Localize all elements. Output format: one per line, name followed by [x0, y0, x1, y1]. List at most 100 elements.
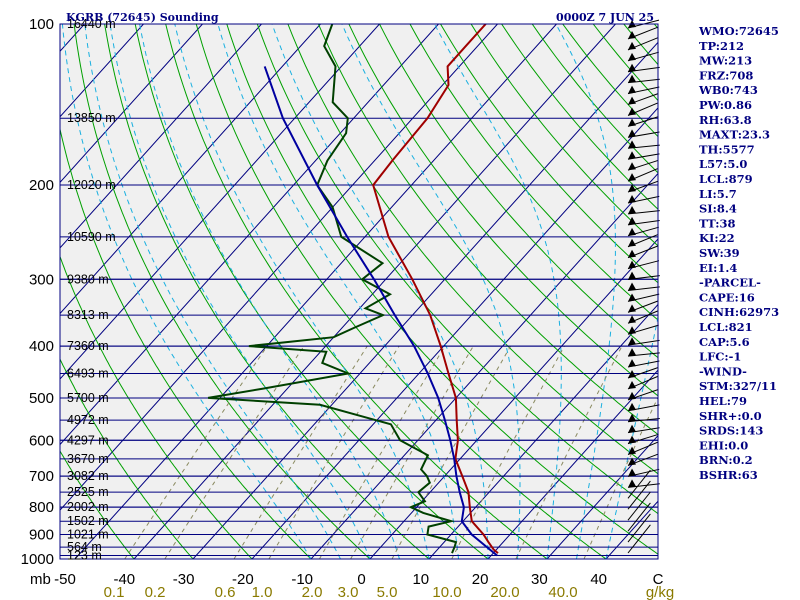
height-label: 12020 m	[67, 178, 116, 192]
sounding-index-label: EHI:0.0	[699, 438, 748, 452]
sounding-index-label: BRN:0.2	[699, 453, 753, 467]
wind-barb-flag	[628, 293, 636, 302]
chart-title: KGRB (72645) Sounding	[66, 11, 219, 24]
height-label: 8313 m	[67, 308, 109, 322]
isotherm-line	[60, 24, 262, 249]
wind-barb-flag	[628, 457, 636, 466]
temperature-tick-label: -40	[113, 571, 135, 588]
wind-barb-flag	[628, 205, 636, 214]
wind-barb-flag	[628, 304, 636, 313]
temperature-tick-label: 40	[590, 571, 607, 588]
temperature-tick-label: -30	[173, 571, 195, 588]
height-label: 1502 m	[67, 514, 109, 528]
sounding-index-label: TP:212	[699, 39, 744, 53]
wind-barb-flag	[628, 74, 636, 83]
pressure-unit-label: mb	[30, 571, 51, 588]
isotherm-line	[60, 24, 498, 511]
dewpoint-profile-line	[207, 24, 458, 554]
wind-barb	[627, 286, 660, 291]
wind-barb	[627, 275, 660, 281]
temperature-tick-label: 0	[357, 571, 365, 588]
height-label: 123 m	[67, 548, 102, 562]
wind-barb-flag	[628, 107, 636, 116]
mixing-ratio-tick-label: g/kg	[646, 584, 674, 600]
wind-barb-flag	[628, 402, 636, 411]
wind-barb-flag	[628, 380, 636, 389]
wind-barb-flag	[628, 184, 636, 193]
wind-barb-flag	[628, 271, 636, 280]
pressure-tick-label: 400	[29, 338, 54, 355]
wind-barb-flag	[628, 391, 636, 400]
mixing-ratio-tick-label: 0.1	[104, 584, 125, 600]
chart-time: 0000Z 7 JUN 25	[556, 11, 654, 24]
wind-barb-flag	[628, 129, 636, 138]
wind-barb-flag	[628, 370, 636, 378]
isotherm-line	[369, 238, 658, 559]
temperature-tick-label: C	[653, 571, 664, 588]
sounding-index-label: PW:0.86	[699, 98, 752, 112]
pressure-tick-label: 900	[29, 527, 54, 544]
wind-barb	[627, 469, 651, 499]
wind-barb	[627, 144, 660, 149]
wind-barb	[627, 491, 651, 521]
isotherm-line	[133, 24, 616, 559]
height-label: 3082 m	[67, 469, 109, 483]
sounding-index-label: LCL:821	[699, 320, 753, 334]
height-label: 9380 m	[67, 272, 109, 286]
wind-barb	[627, 502, 651, 532]
height-label: 564 m	[67, 540, 102, 554]
wind-barb-flag	[628, 85, 636, 94]
wind-barb-flag	[628, 468, 636, 477]
isotherm-line	[60, 24, 203, 184]
wind-barb-flag	[628, 326, 636, 335]
temperature-tick-label: 10	[412, 571, 429, 588]
temperature-tick-label: 20	[472, 571, 489, 588]
mixing-ratio-tick-label: 10.0	[432, 584, 461, 600]
mixing-ratio-tick-label: 1.0	[252, 584, 273, 600]
isotherm-line	[487, 369, 658, 559]
sounding-index-label: -PARCEL-	[699, 276, 761, 290]
parcel-profile-line	[263, 66, 498, 557]
isotherm-line	[60, 24, 144, 118]
height-label: 16440 m	[67, 17, 116, 31]
wind-barb	[627, 78, 660, 84]
sounding-index-label: LFC:-1	[699, 350, 741, 364]
sounding-index-label: STM:327/11	[699, 379, 777, 393]
mixing-ratio-tick-label: 40.0	[548, 584, 577, 600]
plot-background	[60, 24, 658, 559]
wind-barb-flag	[628, 30, 636, 39]
sounding-index-label: FRZ:708	[699, 68, 753, 82]
sounding-index-label: CAPE:16	[699, 290, 755, 304]
sounding-index-label: L57:5.0	[699, 157, 747, 171]
sounding-index-label: RH:63.8	[699, 113, 752, 127]
wind-barb	[627, 210, 660, 215]
wind-barb	[627, 418, 660, 423]
wind-barb-flag	[628, 162, 636, 171]
mixing-ratio-tick-label: 20.0	[490, 584, 519, 600]
wind-barb-flag	[628, 479, 636, 488]
sounding-index-label: -WIND-	[699, 364, 747, 378]
sounding-index-label: TH:5577	[699, 142, 755, 156]
wind-barb-flag	[628, 337, 636, 346]
isotherm-line	[310, 172, 658, 559]
sounding-index-label: EI:1.4	[699, 261, 737, 275]
mixing-ratio-tick-label: 0.2	[145, 584, 166, 600]
temperature-tick-label: 30	[531, 571, 548, 588]
sounding-index-label: SRDS:143	[699, 424, 763, 438]
sounding-index-label: LCL:879	[699, 172, 753, 186]
height-label: 4972 m	[67, 413, 109, 427]
temperature-tick-label: -10	[291, 571, 313, 588]
wind-barb-flag	[628, 151, 636, 160]
wind-barb-flag	[628, 249, 636, 258]
sounding-index-label: CINH:62973	[699, 305, 779, 319]
height-label: 1021 m	[67, 528, 109, 542]
sounding-index-label: KI:22	[699, 231, 735, 245]
mixing-ratio-tick-label: 5.0	[377, 584, 398, 600]
wind-barb-flag	[628, 227, 636, 236]
wind-barb-flag	[628, 446, 636, 455]
height-label: 6493 m	[67, 366, 109, 380]
sounding-index-label: LI:5.7	[699, 187, 737, 201]
wind-barb	[627, 352, 660, 357]
height-label: 7360 m	[67, 339, 109, 353]
